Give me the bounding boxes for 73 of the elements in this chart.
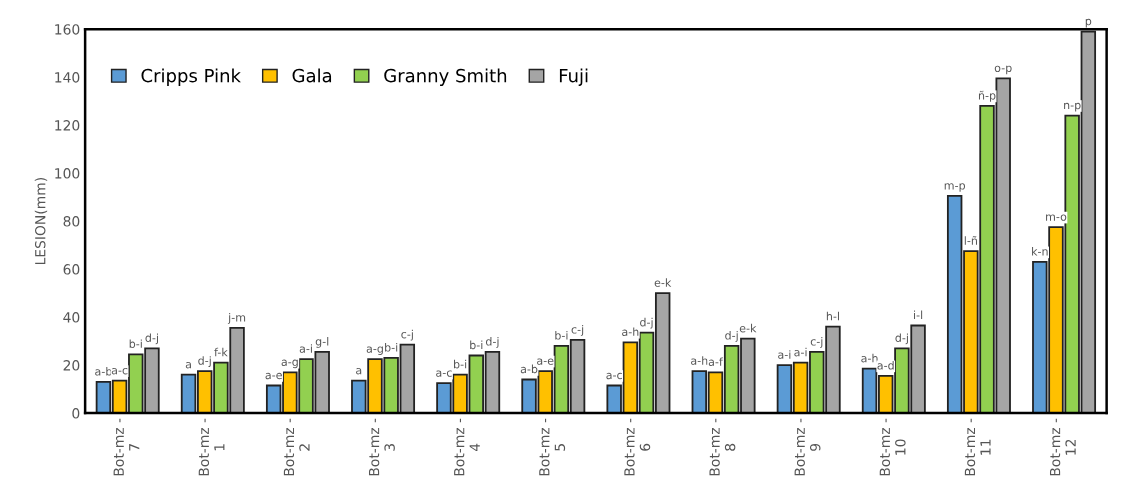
y-tick-label: 140 [55,72,80,83]
data-label: l-ñ [964,236,977,245]
x-tick-label: Bot-mz - 4 [454,418,480,476]
y-axis-title: LESION(mm) [34,178,48,265]
x-tick-label: Bot-mz - 1 [198,418,225,476]
data-label: d-j [725,330,738,342]
data-label: a-h [622,327,639,336]
data-label: f-k [214,347,228,357]
data-label: a-c [111,368,128,375]
data-label: a-i [299,344,312,353]
data-label: d-j [485,336,499,348]
data-label: a-g [281,359,298,369]
data-label: b-i [129,339,142,348]
data-label: a-h [861,353,878,363]
data-label: a-i [794,347,807,357]
x-tick-label: Bot-mz - 8 [709,418,736,476]
data-label: b-i [470,340,483,350]
x-tick-label: Bot-mz - 7 [113,418,140,476]
data-label: m-p [944,183,966,192]
data-label: n-p [1064,102,1081,112]
y-tick-label: 0 [72,408,80,419]
legend-label: Gala [292,68,332,83]
data-label: d-j [895,333,908,345]
y-tick-label: 20 [63,360,80,371]
x-tick-label: Bot-mz - 5 [539,418,566,476]
data-label: a-e [537,358,554,365]
data-label: m-o [1046,214,1067,221]
legend-label: Cripps Pink [141,68,241,86]
data-label: a-c [436,370,452,377]
data-label: c-j [810,336,823,348]
x-tick-label: Bot-mz - 9 [794,418,821,476]
data-label: a [185,362,191,369]
data-label: c-j [571,324,584,336]
data-label: a-d [877,360,894,370]
data-label: ñ-p [978,90,996,102]
data-label: i-l [914,310,923,320]
data-label: g-l [315,336,329,348]
y-tick-label: 60 [63,264,80,275]
data-label: c-j [401,329,413,341]
data-label: a-i [778,350,791,359]
data-label: a-f [708,357,724,366]
x-tick-label: Bot-mz - 3 [368,418,395,476]
data-label: a-b [520,364,538,374]
y-tick-label: 40 [63,312,80,323]
x-tick-label: Bot-mz - 10 [879,418,906,476]
data-label: b-i [385,342,398,352]
data-label: a-g [366,346,383,355]
data-label: d-j [198,356,211,367]
x-tick-label: Bot-mz - 6 [624,418,651,476]
data-label: a-c [606,372,622,380]
y-tick-label: 80 [63,216,80,227]
data-label: e-k [739,323,757,333]
legend-label: Fuji [559,68,588,86]
data-label: k-n [1032,247,1048,256]
legend-label: Granny Smith [384,68,507,86]
data-label: o-p [994,65,1012,75]
data-label: a [356,368,362,375]
data-label: a-e [265,372,282,380]
data-label: d-j [145,333,158,345]
data-label: d-j [640,317,653,329]
y-tick-label: 160 [55,24,80,35]
data-label: b-i [454,359,467,369]
x-tick-label: Bot-mz - 2 [283,418,310,476]
data-label: p [1085,18,1092,28]
data-label: e-k [654,278,672,287]
x-tick-label: Bot-mz - 12 [1049,418,1076,476]
y-tick-label: 100 [55,168,80,179]
data-label: j-m [227,312,246,324]
data-label: a-h [691,356,708,365]
data-label: b-i [555,330,568,340]
y-tick-label: 120 [55,120,80,131]
x-tick-label: Bot-mz - 11 [964,418,991,476]
data-label: h-l [826,311,839,321]
